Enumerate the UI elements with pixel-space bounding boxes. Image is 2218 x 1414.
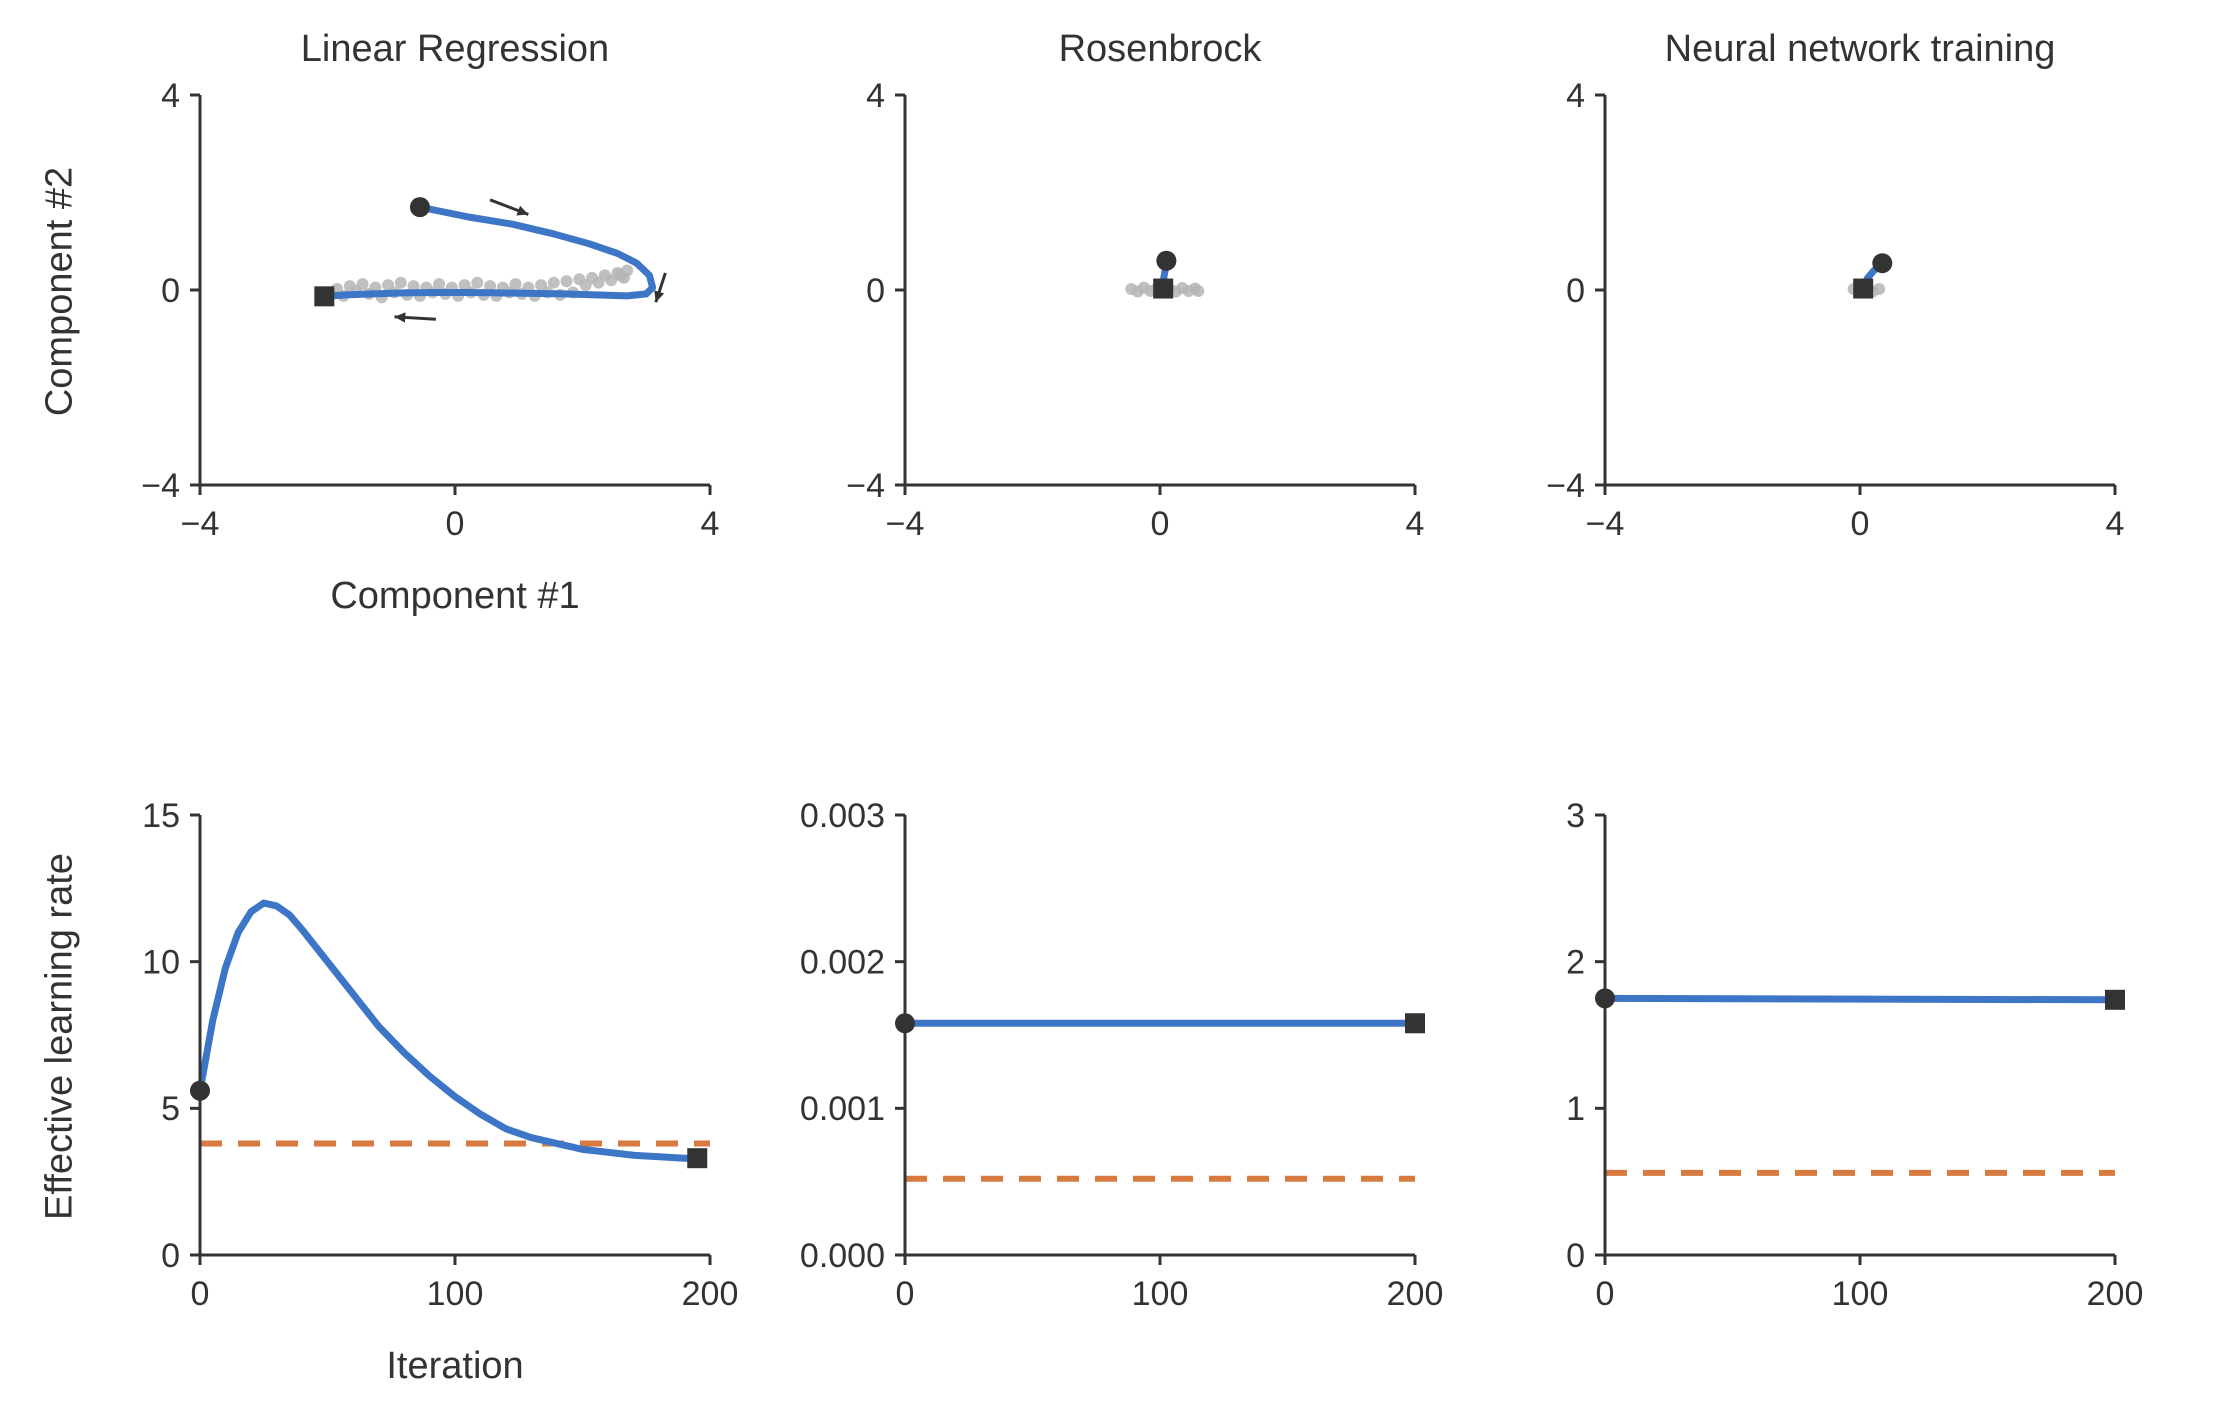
svg-text:4: 4 [1566,77,1585,115]
svg-text:0: 0 [896,1275,915,1313]
svg-text:100: 100 [1132,1275,1189,1313]
column-title: Linear Regression [175,28,735,71]
svg-text:4: 4 [2106,505,2125,543]
rosenbrock-trajectory: −404−404 [905,95,1415,485]
svg-text:−4: −4 [1586,505,1625,543]
row-xlabel: Component #1 [255,575,655,618]
svg-text:0.000: 0.000 [800,1237,885,1275]
svg-text:0: 0 [161,272,180,310]
svg-text:5: 5 [161,1090,180,1128]
rosenbrock-lr: 01002000.0000.0010.0020.003 [905,815,1415,1255]
svg-text:0.003: 0.003 [800,797,885,835]
svg-text:−4: −4 [181,505,220,543]
row-ylabel: Effective learning rate [39,837,82,1237]
svg-text:200: 200 [2087,1275,2144,1313]
svg-text:100: 100 [1832,1275,1889,1313]
svg-text:10: 10 [142,944,180,982]
svg-text:3: 3 [1566,797,1585,835]
figure: Linear Regression Rosenbrock Neural networ… [0,0,2218,1414]
svg-text:0.001: 0.001 [800,1090,885,1128]
svg-text:0: 0 [161,1237,180,1275]
svg-text:0: 0 [866,272,885,310]
svg-text:4: 4 [866,77,885,115]
linear-regression-trajectory: −404−404 [200,95,710,485]
svg-text:−4: −4 [846,467,885,505]
svg-text:0: 0 [1851,505,1870,543]
svg-text:4: 4 [1406,505,1425,543]
svg-text:15: 15 [142,797,180,835]
svg-text:1: 1 [1566,1090,1585,1128]
column-title: Neural network training [1580,28,2140,71]
svg-text:0: 0 [1566,272,1585,310]
svg-text:−4: −4 [1546,467,1585,505]
column-title: Rosenbrock [880,28,1440,71]
svg-text:0: 0 [1151,505,1170,543]
svg-text:0.002: 0.002 [800,944,885,982]
nn-trajectory: −404−404 [1605,95,2115,485]
svg-text:2: 2 [1566,944,1585,982]
svg-text:200: 200 [682,1275,739,1313]
svg-text:200: 200 [1387,1275,1444,1313]
linear-regression-lr: 0100200051015 [200,815,710,1255]
svg-text:4: 4 [701,505,720,543]
row-xlabel: Iteration [255,1345,655,1388]
svg-text:4: 4 [161,77,180,115]
svg-text:0: 0 [1566,1237,1585,1275]
svg-text:0: 0 [1596,1275,1615,1313]
svg-text:0: 0 [191,1275,210,1313]
svg-text:0: 0 [446,505,465,543]
nn-lr: 01002000123 [1605,815,2115,1255]
svg-text:−4: −4 [141,467,180,505]
row-ylabel: Component #2 [39,92,82,492]
svg-text:−4: −4 [886,505,925,543]
svg-text:100: 100 [427,1275,484,1313]
